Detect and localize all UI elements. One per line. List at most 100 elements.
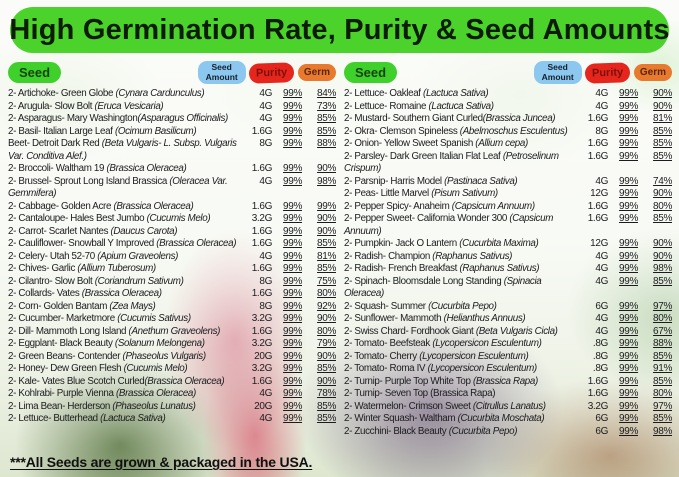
seed-scientific-name: (Abelmoschus Esculentus) bbox=[459, 125, 568, 137]
seed-name-text: 2- Onion- Yellow Sweet Spanish bbox=[344, 138, 476, 149]
seed-amount-value: 3.2G bbox=[251, 338, 273, 349]
seed-scientific-name: (Citrullus Lanatus) bbox=[472, 400, 546, 412]
germ-value: 80% bbox=[653, 388, 672, 399]
seed-amount-value: 4G bbox=[595, 263, 608, 274]
seed-amount-value: 8G bbox=[259, 300, 272, 312]
seed-name-text: 2- Spinach- Bloomsdale Long Standing bbox=[344, 275, 504, 287]
purity-value: 99% bbox=[619, 150, 638, 162]
seed-name-text: 2- Cucumber- Marketmore bbox=[8, 313, 118, 324]
purity-value: 99% bbox=[283, 163, 302, 174]
purity-value: 99% bbox=[283, 300, 302, 312]
purity-value: 99% bbox=[619, 200, 638, 212]
seed-name: 2- Corn- Golden Bantam (Zea Mays) bbox=[8, 301, 248, 314]
seed-name: 2- Turnip- Purple Top White Top (Brassic… bbox=[344, 376, 584, 389]
seed-scientific-name: (Eruca Vesicaria) bbox=[94, 100, 164, 112]
germ-value: 85% bbox=[317, 125, 336, 137]
seed-amount-value: 4G bbox=[595, 88, 608, 99]
germ-value: 85% bbox=[317, 263, 336, 274]
table-row: 2- Turnip- Seven Top (Brassica Rapa) 1.6G… bbox=[344, 388, 672, 401]
seed-scientific-name: (Brassica Rapa) bbox=[472, 375, 538, 387]
germ-value: 75% bbox=[317, 275, 336, 287]
seed-amount-value: 4G bbox=[259, 413, 272, 424]
seed-amount-value: 3.2G bbox=[251, 313, 273, 324]
seed-scientific-name: (Brassica Oleracea) bbox=[113, 200, 194, 212]
purity-value: 99% bbox=[619, 275, 638, 287]
purity-value: 99% bbox=[619, 88, 638, 99]
seed-name-text: 2- Carrot- Scarlet Nantes bbox=[8, 225, 111, 237]
table-row: Beet- Detroit Dark Red (Beta Vulgaris- L… bbox=[8, 138, 336, 163]
seed-amount-value: 1.6G bbox=[251, 325, 273, 337]
seed-name-text: 2- Dill- Mammoth Long Island bbox=[8, 325, 129, 337]
seed-name: 2- Dill- Mammoth Long Island (Anethum Gr… bbox=[8, 326, 248, 339]
germ-value: 85% bbox=[317, 413, 336, 424]
seed-scientific-name: (Apium Graveolens) bbox=[97, 250, 179, 262]
seed-name-text: 2- Watermelon- Crimson Sweet bbox=[344, 400, 473, 412]
purity-value: 99% bbox=[619, 250, 638, 262]
seed-name-text: 2- Tomato- Cherry bbox=[344, 350, 420, 362]
seed-name: 2- Tomato- Roma IV (Lycopersicon Esculen… bbox=[344, 363, 584, 376]
seed-name: 2- Lettuce- Romaine (Lactuca Sativa) bbox=[344, 101, 584, 114]
seed-amount-value: .8G bbox=[592, 363, 608, 374]
seed-amount-value: 8G bbox=[259, 275, 272, 287]
seed-name: 2- Okra- Clemson Spineless (Abelmoschus … bbox=[344, 126, 584, 139]
seed-scientific-name: (Zea Mays) bbox=[109, 300, 156, 312]
seed-scientific-name: (Cucurbita Pepo) bbox=[448, 425, 518, 437]
purity-value: 99% bbox=[619, 138, 638, 149]
table-row: 2- Eggplant- Black Beauty (Solanum Melon… bbox=[8, 338, 336, 351]
seed-amount-value: 1.6G bbox=[251, 288, 273, 299]
table-row: 2- Radish- Champion (Raphanus Sativus) 4G… bbox=[344, 251, 672, 264]
germ-value: 80% bbox=[317, 325, 336, 337]
seed-scientific-name: (Cucumis Melo) bbox=[146, 213, 211, 224]
seed-amount-value: 6G bbox=[595, 425, 608, 437]
column-header-right: Seed Seed Amount Purity Germ bbox=[344, 58, 672, 87]
seed-rows-right: 2- Lettuce- Oakleaf (Lactuca Sativa) 4G 99… bbox=[344, 88, 672, 438]
table-row: 2- Brussel- Sprout Long Island Brassica … bbox=[8, 176, 336, 201]
table-row: 2- Cabbage- Golden Acre (Brassica Olerac… bbox=[8, 201, 336, 214]
germ-value: 98% bbox=[317, 175, 336, 187]
germ-value: 90% bbox=[317, 163, 336, 174]
seed-name: 2- Brussel- Sprout Long Island Brassica … bbox=[8, 176, 248, 201]
table-row: 2- Onion- Yellow Sweet Spanish (Allium c… bbox=[344, 138, 672, 151]
germ-value: 90% bbox=[653, 88, 672, 99]
seed-amount-value: 6G bbox=[595, 300, 608, 312]
seed-name: 2- Chives- Garlic (Allium Tuberosum) bbox=[8, 263, 248, 276]
table-row: 2- Turnip- Purple Top White Top (Brassic… bbox=[344, 376, 672, 389]
seed-amount-value: 8G bbox=[259, 138, 272, 149]
seed-header-badge: Seed bbox=[8, 62, 62, 83]
seed-name: 2- Spinach- Bloomsdale Long Standing (Sp… bbox=[344, 276, 584, 301]
purity-value: 99% bbox=[283, 100, 302, 112]
table-row: 2- Squash- Summer (Cucurbita Pepo) 6G 99% 9… bbox=[344, 301, 672, 314]
purity-value: 99% bbox=[283, 138, 302, 149]
seed-amount-header-badge: Seed Amount bbox=[533, 60, 582, 85]
seed-name: 2- Celery- Utah 52-70 (Apium Graveolens) bbox=[8, 251, 248, 264]
seed-amount-value: 1.6G bbox=[587, 150, 609, 162]
seed-scientific-name: (Helianthus Annuus) bbox=[443, 313, 526, 324]
seed-name-text: 2- Zucchini- Black Beauty bbox=[344, 425, 449, 437]
seed-scientific-name: (Pastinaca Sativa) bbox=[444, 175, 518, 187]
seed-amount-value: 4G bbox=[259, 113, 272, 124]
purity-value: 99% bbox=[283, 125, 302, 137]
germ-header-badge: Germ bbox=[633, 64, 672, 81]
seed-name-text: 2- Artichoke- Green Globe bbox=[8, 88, 116, 99]
germ-value: 88% bbox=[317, 138, 336, 149]
seed-scientific-name: (Cucurbita Maxima) bbox=[459, 238, 539, 249]
seed-scientific-name: (Cucurbita Pepo) bbox=[428, 300, 497, 312]
table-row: 2- Dill- Mammoth Long Island (Anethum Gr… bbox=[8, 326, 336, 339]
germ-value: 85% bbox=[317, 113, 336, 124]
seed-name-text: 2- Winter Squash- Waltham bbox=[344, 413, 458, 424]
germ-value: 90% bbox=[653, 100, 672, 112]
germ-value: 90% bbox=[653, 238, 672, 249]
germ-value: 85% bbox=[653, 138, 672, 149]
table-row: 2- Lettuce- Oakleaf (Lactuca Sativa) 4G 99… bbox=[344, 88, 672, 101]
seed-name-text: 2- Peas- Little Marvel bbox=[344, 188, 432, 199]
seed-name-text: 2- Lettuce- Romaine bbox=[344, 100, 429, 112]
germ-value: 90% bbox=[317, 350, 336, 362]
germ-value: 80% bbox=[317, 288, 336, 299]
purity-value: 99% bbox=[283, 238, 302, 249]
seed-name: 2- Arugula- Slow Bolt (Eruca Vesicaria) bbox=[8, 101, 248, 114]
seed-name-text: 2- Cantaloupe- Hales Best Jumbo bbox=[8, 213, 147, 224]
germ-value: 92% bbox=[317, 300, 336, 312]
germ-value: 85% bbox=[317, 238, 336, 249]
table-row: 2- Kohlrabi- Purple Vienna (Brassica Ole… bbox=[8, 388, 336, 401]
table-row: 2- Kale- Vates Blue Scotch Curled(Brassi… bbox=[8, 376, 336, 389]
